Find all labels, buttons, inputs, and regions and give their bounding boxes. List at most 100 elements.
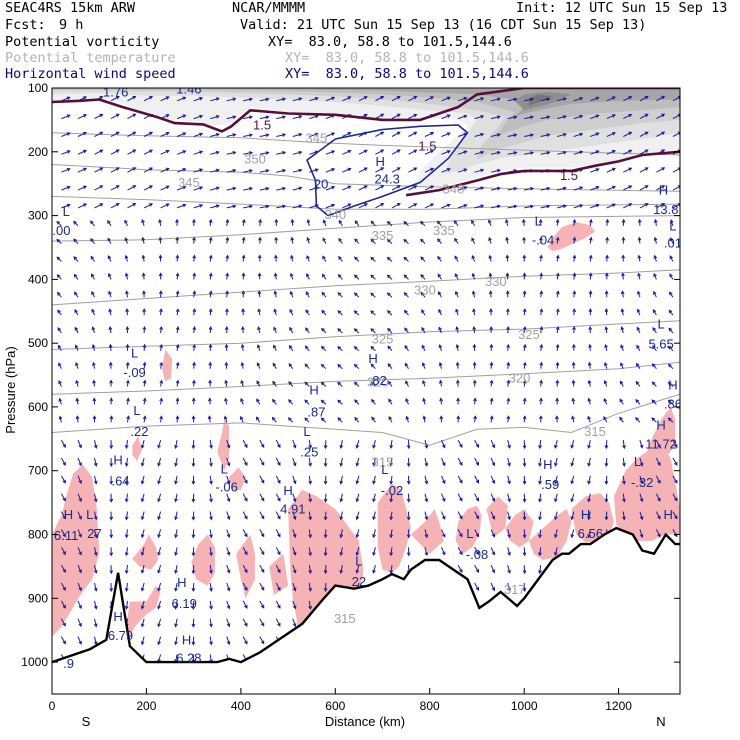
wind-vector — [606, 96, 616, 102]
wind-vector — [571, 379, 576, 387]
wind-vector — [174, 440, 178, 450]
wind-vector — [587, 379, 592, 387]
wind-vector — [453, 220, 459, 227]
wind-vector — [174, 475, 178, 485]
wind-vector — [61, 185, 71, 191]
pv-shade-region — [514, 91, 572, 111]
wind-vector — [441, 114, 451, 120]
wind-vector — [93, 529, 98, 539]
wind-vector — [375, 131, 385, 137]
wind-vector — [573, 204, 584, 209]
wind-vector — [305, 291, 310, 298]
wind-vector — [108, 343, 113, 351]
wind-vector — [424, 132, 435, 137]
wind-vector — [507, 564, 511, 574]
theta-contour-label: 345 — [178, 175, 200, 190]
wind-vector — [210, 168, 220, 173]
wind-vector — [603, 397, 608, 405]
wind-vector — [639, 149, 649, 155]
wind-vector — [441, 475, 446, 485]
wind-vector — [507, 439, 511, 449]
extremum-marker: L — [657, 317, 664, 332]
wind-vector — [655, 457, 661, 467]
wind-vector — [474, 493, 479, 502]
wind-vector — [389, 547, 394, 557]
wind-vector — [471, 219, 476, 227]
wind-vector — [140, 511, 145, 521]
wind-vector — [276, 186, 287, 191]
wind-vector — [570, 493, 575, 503]
wind-vector — [157, 439, 162, 449]
wind-vector — [651, 399, 657, 405]
wind-vector — [273, 344, 277, 352]
wind-vector — [474, 115, 485, 120]
wind-vector — [127, 131, 137, 137]
wind-vector — [389, 529, 394, 539]
wind-vector — [209, 511, 213, 521]
wind-vector — [209, 457, 213, 467]
wind-vector — [258, 236, 262, 244]
wind-vector — [490, 564, 496, 574]
wind-vector — [507, 511, 511, 521]
wind-vector — [288, 344, 294, 352]
y-tick-label: 700 — [28, 464, 48, 478]
wind-vector — [539, 379, 543, 387]
wind-vector — [275, 511, 281, 520]
wind-vector — [375, 167, 385, 173]
positive-region — [528, 509, 572, 560]
wind-vector — [242, 564, 248, 574]
wind-vector — [275, 529, 281, 538]
wind-vector — [290, 236, 295, 244]
wind-vector — [424, 185, 435, 191]
header: SEAC4RS 15km ARW NCAR/MMMM Init: 12 UTC … — [0, 0, 740, 86]
positive-region — [547, 222, 595, 252]
wind-vector — [439, 379, 443, 387]
wind-vector — [140, 582, 145, 592]
north-end-label: N — [656, 714, 665, 729]
wind-vector — [588, 254, 593, 262]
wind-vector — [208, 272, 213, 280]
wind-vector — [224, 343, 229, 351]
wind-vector — [157, 636, 162, 646]
wind-vector — [93, 547, 98, 557]
wind-vector — [538, 529, 542, 539]
extremum-marker: H — [113, 609, 122, 624]
wind-vector — [358, 167, 368, 173]
wind-vector — [554, 439, 558, 449]
wind-vector — [77, 564, 82, 574]
wind-vector — [226, 457, 231, 467]
wind-vector — [240, 379, 244, 387]
wind-vector — [192, 361, 196, 369]
wind-vector — [570, 511, 575, 521]
wind-vector — [225, 272, 230, 280]
wind-vector — [226, 600, 231, 610]
wind-vector — [259, 457, 265, 466]
wind-vector — [623, 96, 633, 102]
wind-vector — [174, 618, 178, 628]
wind-vector — [457, 96, 468, 102]
wind-vector — [107, 255, 112, 262]
wind-vector — [339, 475, 344, 485]
wind-vector — [257, 290, 262, 298]
wind-vector — [555, 236, 560, 244]
wind-vector — [107, 237, 112, 244]
wind-vector — [226, 186, 237, 191]
wind-vector — [669, 291, 674, 298]
wind-vector — [623, 203, 633, 209]
wind-vector — [557, 115, 567, 120]
wind-vector — [375, 149, 385, 155]
wind-vector — [668, 309, 674, 316]
wind-vector — [292, 97, 303, 102]
model-title: SEAC4RS 15km ARW — [5, 0, 136, 16]
contour-label-layer: 350 345 345 340 340 335 335 330 330 325 325 320 320 3… — [178, 118, 606, 626]
wind-vector — [193, 186, 204, 191]
field-name-pv: Potential vorticity — [5, 34, 160, 50]
positive-region — [410, 509, 444, 554]
wind-vector — [437, 238, 442, 244]
wind-vector — [554, 529, 558, 539]
wind-vector — [124, 511, 129, 521]
wind-vector — [77, 439, 82, 449]
theta-contour-330 — [52, 269, 680, 306]
wind-vector — [60, 618, 66, 627]
wind-vector — [619, 416, 624, 423]
